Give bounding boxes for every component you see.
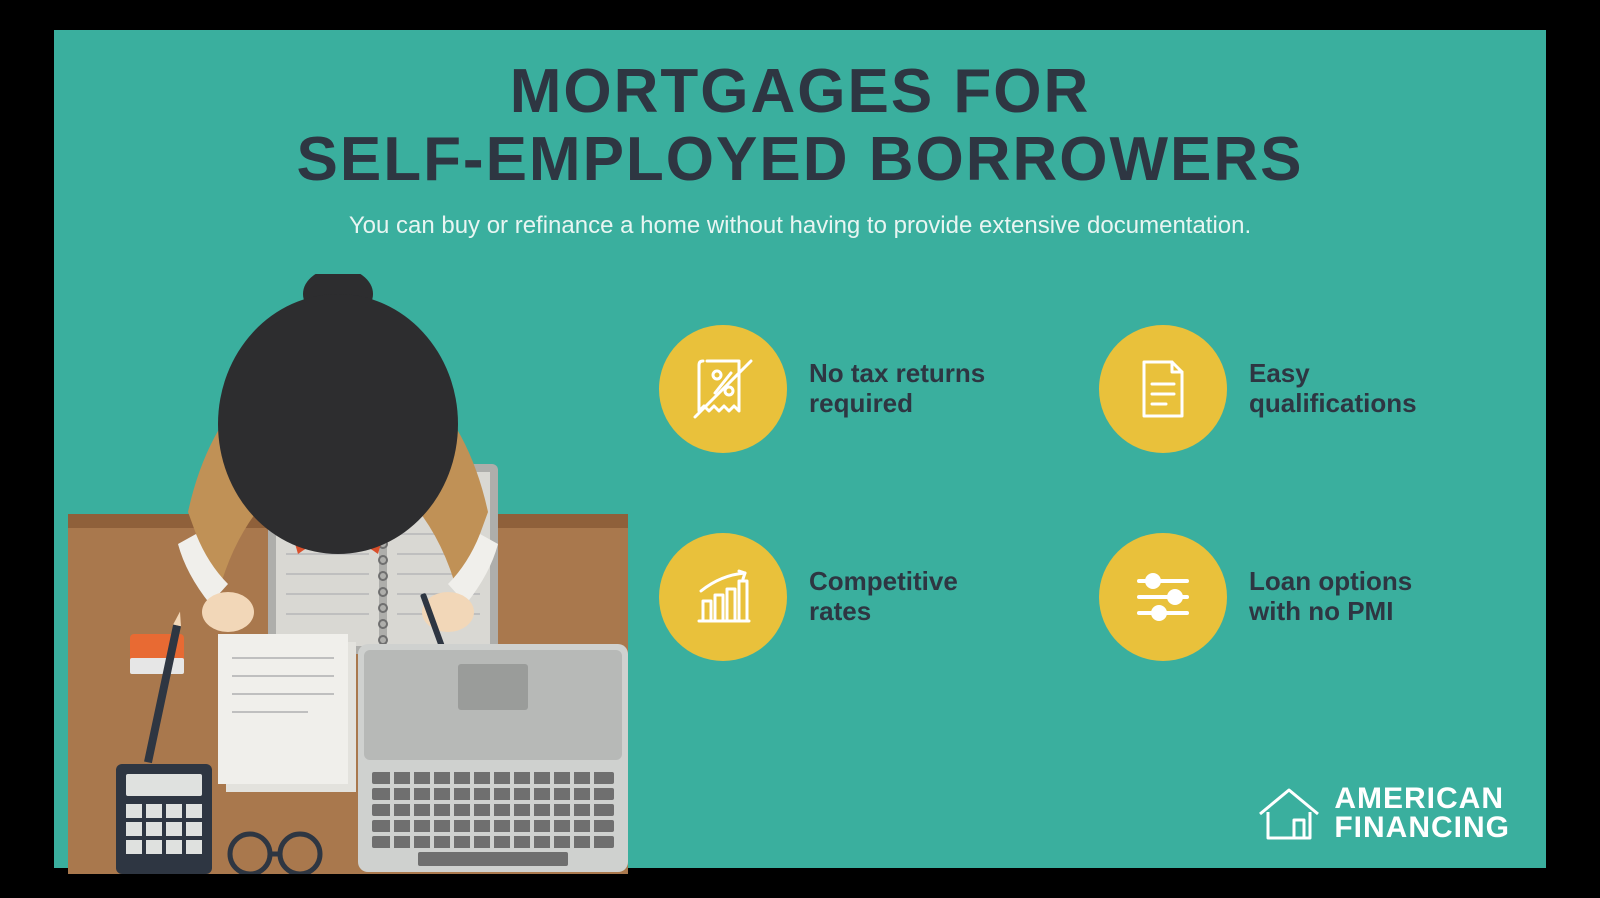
desk-illustration: [68, 274, 648, 874]
feature-label: No tax returns required: [809, 359, 985, 419]
feature-label: Loan options with no PMI: [1249, 567, 1412, 627]
feature-label: Competitive rates: [809, 567, 958, 627]
page-title: MORTGAGES FOR SELF-EMPLOYED BORROWERS: [54, 58, 1546, 194]
sliders-icon: [1099, 533, 1227, 661]
title-line-1: MORTGAGES FOR: [54, 58, 1546, 126]
feature-easy-qualifications: Easy qualifications: [1099, 325, 1529, 453]
brand-logo: AMERICAN FINANCING: [1254, 784, 1510, 842]
feature-competitive-rates: Competitive rates: [659, 533, 1089, 661]
infographic-frame: MORTGAGES FOR SELF-EMPLOYED BORROWERS Yo…: [54, 30, 1546, 868]
feature-label: Easy qualifications: [1249, 359, 1417, 419]
features-grid: No tax returns required Easy qualificati…: [659, 325, 1529, 661]
feature-no-pmi: Loan options with no PMI: [1099, 533, 1529, 661]
feature-no-tax-returns: No tax returns required: [659, 325, 1089, 453]
receipt-percent-slash-icon: [659, 325, 787, 453]
title-line-2: SELF-EMPLOYED BORROWERS: [54, 126, 1546, 194]
bar-growth-icon: [659, 533, 787, 661]
page-subtitle: You can buy or refinance a home without …: [54, 212, 1546, 240]
document-icon: [1099, 325, 1227, 453]
brand-text: AMERICAN FINANCING: [1334, 785, 1510, 842]
house-icon: [1254, 784, 1324, 842]
